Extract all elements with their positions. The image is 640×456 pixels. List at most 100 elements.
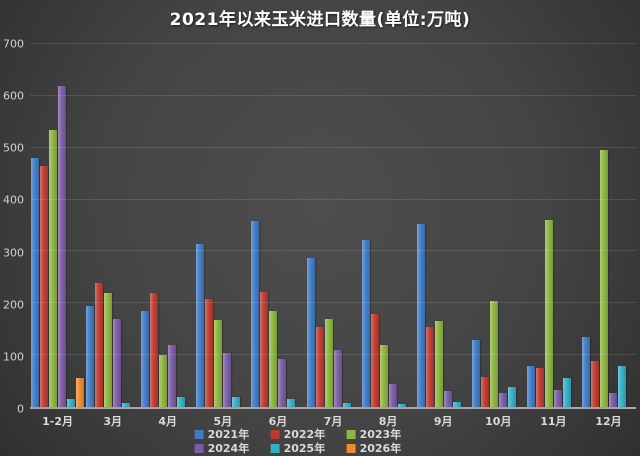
- bar-2022年: [40, 165, 49, 407]
- legend-label: 2021年: [207, 427, 250, 441]
- bar-2022年: [425, 326, 434, 407]
- x-axis: 1-2月 3月 4月 5月 6月 7月 8月 9月 10月 11月 12月: [30, 413, 636, 429]
- x-tick-label: 6月: [268, 415, 288, 428]
- bar-2025年: [122, 402, 131, 407]
- gridline: [30, 94, 636, 96]
- bar-2023年: [49, 129, 58, 407]
- bar-2025年: [232, 396, 241, 407]
- bar-2023年: [159, 355, 168, 407]
- bar-2023年: [269, 310, 278, 407]
- bar-2021年: [361, 240, 370, 407]
- bar-2025年: [507, 387, 516, 407]
- legend-label: 2023年: [359, 427, 402, 441]
- bar-group: [30, 44, 85, 407]
- legend-swatch-icon: [270, 429, 280, 439]
- gridline: [30, 198, 636, 200]
- legend-label: 2024年: [207, 441, 250, 455]
- bar-2021年: [141, 310, 150, 407]
- bar-2021年: [471, 339, 480, 407]
- bar-2026年: [76, 378, 85, 407]
- y-tick-label: 700: [3, 37, 24, 51]
- y-tick-label: 300: [3, 246, 24, 260]
- bar-2022年: [590, 361, 599, 407]
- bar-2021年: [251, 221, 260, 407]
- x-tick-label: 12月: [595, 415, 622, 428]
- legend-item-2023年: 2023年: [346, 427, 423, 441]
- bar-group: [416, 44, 471, 407]
- y-axis: 0 100 200 300 400 500 600 700: [0, 39, 28, 415]
- x-tick-label: 11月: [540, 415, 567, 428]
- bar-group: [85, 44, 140, 407]
- bar-2024年: [278, 359, 287, 407]
- bar-2024年: [333, 349, 342, 407]
- bar-2022年: [535, 368, 544, 407]
- bar-2022年: [205, 299, 214, 407]
- y-tick-label: 500: [3, 141, 24, 155]
- x-tick-label: 1-2月: [42, 415, 73, 428]
- bar-2023年: [379, 344, 388, 407]
- bar-2022年: [150, 292, 159, 407]
- bar-group: [140, 44, 195, 407]
- bar-2023年: [104, 292, 113, 407]
- gridline: [30, 43, 636, 44]
- bar-2023年: [434, 321, 443, 407]
- bar-2021年: [31, 158, 40, 407]
- plot-area: [30, 43, 636, 409]
- bar-2021年: [86, 305, 95, 407]
- bar-2022年: [260, 291, 269, 407]
- y-tick-label: 600: [3, 89, 24, 103]
- chart-title: 2021年以来玉米进口数量(单位:万吨): [169, 10, 471, 30]
- bar-2021年: [526, 365, 535, 407]
- bar-2025年: [177, 396, 186, 407]
- bar-2023年: [214, 320, 223, 407]
- bar-groups: [30, 44, 636, 407]
- legend-swatch-icon: [194, 443, 204, 453]
- legend-swatch-icon: [270, 443, 280, 453]
- y-tick-label: 0: [17, 402, 24, 416]
- gridline: [30, 250, 636, 252]
- bar-2025年: [397, 404, 406, 407]
- bar-group: [581, 44, 636, 407]
- bar-2025年: [342, 402, 351, 407]
- bar-2021年: [306, 258, 315, 407]
- bar-group: [361, 44, 416, 407]
- bar-2023年: [489, 300, 498, 407]
- bar-2022年: [480, 377, 489, 407]
- bar-2025年: [617, 365, 626, 407]
- x-tick-label: 7月: [323, 415, 343, 428]
- x-tick-label: 8月: [378, 415, 398, 428]
- gridline: [30, 302, 636, 304]
- x-tick-label: 5月: [213, 415, 233, 428]
- x-tick-label: 3月: [103, 415, 122, 428]
- bar-2024年: [168, 344, 177, 407]
- bar-2024年: [443, 391, 452, 407]
- legend-item-2025年: 2025年: [270, 441, 347, 455]
- bar-2023年: [544, 220, 553, 407]
- bar-2024年: [113, 318, 122, 407]
- bar-2022年: [370, 313, 379, 407]
- y-tick-label: 100: [3, 350, 24, 364]
- x-tick-label: 4月: [158, 415, 178, 428]
- bar-2023年: [599, 150, 608, 407]
- bar-2023年: [324, 318, 333, 407]
- legend-label: 2026年: [359, 441, 402, 455]
- bar-2025年: [452, 401, 461, 407]
- legend-swatch-icon: [346, 443, 356, 453]
- bar-2024年: [223, 352, 232, 407]
- bar-2022年: [315, 326, 324, 407]
- bar-2022年: [95, 282, 104, 407]
- bar-group: [471, 44, 526, 407]
- bar-2024年: [58, 85, 67, 407]
- legend-swatch-icon: [194, 429, 204, 439]
- x-tick-label: 9月: [433, 415, 453, 428]
- bar-2021年: [196, 243, 205, 407]
- bar-2021年: [581, 337, 590, 407]
- legend-item-2021年: 2021年: [194, 427, 271, 441]
- legend-item-2024年: 2024年: [194, 441, 271, 455]
- bar-group: [250, 44, 305, 407]
- bar-2024年: [388, 383, 397, 407]
- x-tick-label: 10月: [485, 415, 512, 428]
- bar-2021年: [416, 224, 425, 407]
- bar-2024年: [498, 393, 507, 407]
